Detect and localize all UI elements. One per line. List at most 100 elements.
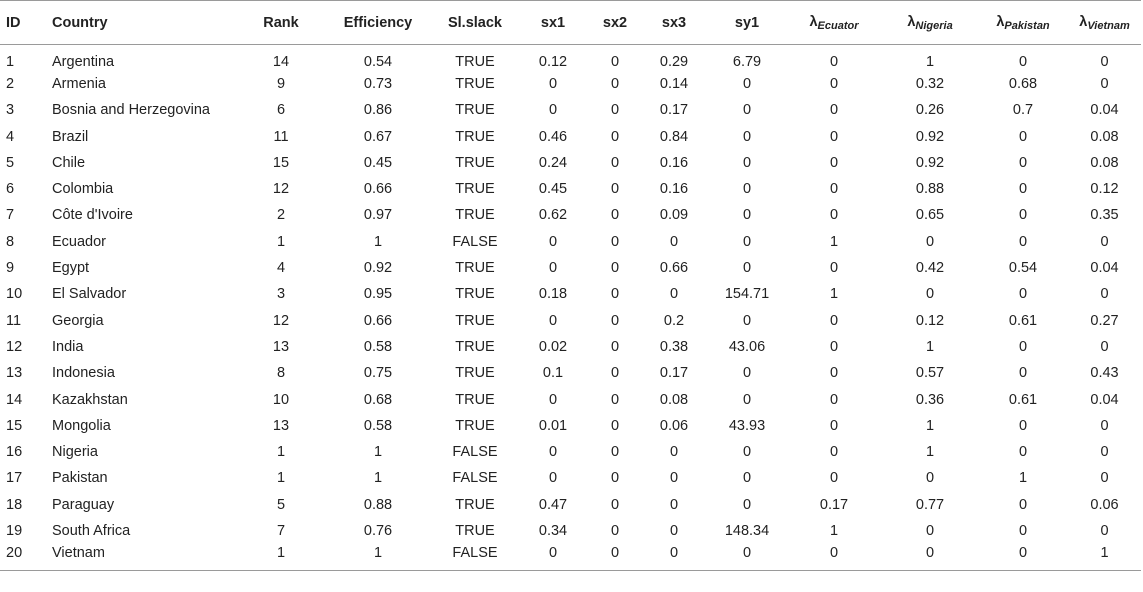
cell-id: 6 (6, 181, 15, 198)
cell-sx1: 0 (548, 102, 558, 119)
cell-l-pakistan: 0 (1018, 444, 1028, 461)
cell-l-vietnam: 0.12 (1090, 181, 1119, 198)
cell-sx2: 0 (610, 417, 620, 434)
cell-sy1: 0 (742, 102, 752, 119)
cell-sy1: 0 (742, 545, 752, 562)
table-body: 1 Argentina 14 0.54 TRUE 0.12 0 0.29 6.79 0 1 0 0 2 Ar… (0, 45, 1141, 571)
cell-sx1: 0 (548, 391, 558, 408)
cell-efficiency: 1 (373, 470, 383, 487)
cell-id: 7 (6, 207, 15, 224)
cell-l-pakistan: 0 (1018, 233, 1028, 250)
cell-l-pakistan: 0.54 (1008, 260, 1038, 277)
cell-rank: 15 (272, 154, 290, 171)
table-row: 8 Ecuador 1 1 FALSE 0 0 0 0 1 0 0 0 (0, 229, 1141, 255)
table-row: 13 Indonesia 8 0.75 TRUE 0.1 0 0.17 0 0 0.57 0 0.43 (0, 360, 1141, 386)
cell-slslack: FALSE (452, 444, 498, 461)
cell-slslack: FALSE (452, 545, 498, 562)
cell-l-nigeria: 0.88 (915, 181, 945, 198)
cell-sy1: 0 (742, 312, 752, 329)
cell-rank: 1 (276, 545, 286, 562)
header-row: ID Country Rank Efficiency Sl.slack sx1 … (0, 0, 1141, 45)
header-lambda-vietnam: λVietnam (1068, 0, 1141, 45)
cell-efficiency: 0.95 (363, 286, 393, 303)
cell-l-ecuator: 0 (829, 181, 839, 198)
cell-sx3: 0 (669, 545, 679, 562)
cell-country: Nigeria (52, 444, 98, 461)
cell-l-vietnam: 0 (1100, 286, 1109, 303)
header-sx2: sx2 (590, 0, 640, 45)
cell-l-ecuator: 0 (829, 260, 839, 277)
cell-sy1: 43.06 (728, 338, 766, 355)
cell-slslack: TRUE (455, 207, 495, 224)
cell-l-ecuator: 0 (829, 444, 839, 461)
cell-l-nigeria: 0.36 (915, 391, 945, 408)
cell-sx1: 0.34 (538, 522, 568, 539)
cell-efficiency: 0.88 (363, 496, 393, 513)
cell-sx1: 0 (548, 260, 558, 277)
cell-l-pakistan: 0 (1018, 417, 1028, 434)
cell-l-vietnam: 0 (1100, 470, 1109, 487)
cell-efficiency: 0.68 (363, 391, 393, 408)
cell-l-ecuator: 0 (829, 391, 839, 408)
cell-slslack: TRUE (455, 496, 495, 513)
cell-sx2: 0 (610, 545, 620, 562)
cell-sy1: 148.34 (724, 522, 770, 539)
cell-country: Côte d'Ivoire (52, 207, 133, 224)
cell-country: South Africa (52, 522, 131, 539)
cell-sx1: 0.18 (538, 286, 568, 303)
cell-slslack: TRUE (455, 338, 495, 355)
cell-sx1: 0 (548, 75, 558, 92)
cell-l-ecuator: 0 (829, 365, 839, 382)
cell-sx3: 0.16 (659, 181, 689, 198)
cell-id: 13 (6, 365, 23, 382)
cell-efficiency: 0.54 (363, 53, 393, 70)
cell-efficiency: 0.66 (363, 181, 393, 198)
cell-slslack: TRUE (455, 522, 495, 539)
cell-id: 8 (6, 233, 15, 250)
cell-l-vietnam: 0 (1100, 233, 1109, 250)
cell-l-pakistan: 1 (1018, 470, 1028, 487)
cell-sx3: 0.38 (659, 338, 689, 355)
cell-sx3: 0 (669, 522, 679, 539)
lambda-symbol: λ (996, 13, 1005, 30)
cell-l-ecuator: 0 (829, 75, 839, 92)
cell-slslack: TRUE (455, 75, 495, 92)
cell-l-pakistan: 0 (1018, 522, 1028, 539)
cell-rank: 13 (272, 417, 290, 434)
cell-l-pakistan: 0 (1018, 53, 1028, 70)
cell-l-vietnam: 0.35 (1090, 207, 1119, 224)
cell-l-nigeria: 0 (925, 470, 935, 487)
cell-efficiency: 0.76 (363, 522, 393, 539)
cell-id: 18 (6, 496, 23, 513)
cell-slslack: TRUE (455, 154, 495, 171)
table-row: 14 Kazakhstan 10 0.68 TRUE 0 0 0.08 0 0 0.36 0.61 0.… (0, 386, 1141, 412)
cell-sy1: 0 (742, 496, 752, 513)
cell-l-vietnam: 0 (1100, 444, 1109, 461)
cell-sx3: 0.17 (659, 365, 689, 382)
table-row: 11 Georgia 12 0.66 TRUE 0 0 0.2 0 0 0.12 0.61 0.27 (0, 307, 1141, 333)
cell-l-pakistan: 0 (1018, 286, 1028, 303)
cell-sx2: 0 (610, 181, 620, 198)
cell-l-ecuator: 0 (829, 545, 839, 562)
cell-l-vietnam: 0.43 (1090, 365, 1119, 382)
cell-efficiency: 0.58 (363, 338, 393, 355)
cell-l-ecuator: 0 (829, 207, 839, 224)
table-row: 4 Brazil 11 0.67 TRUE 0.46 0 0.84 0 0 0.92 0 0.08 (0, 123, 1141, 149)
cell-l-nigeria: 0.92 (915, 154, 945, 171)
cell-efficiency: 0.92 (363, 260, 393, 277)
cell-sx2: 0 (610, 522, 620, 539)
cell-sx1: 0 (548, 312, 558, 329)
cell-country: Armenia (52, 75, 106, 92)
cell-l-pakistan: 0 (1018, 365, 1028, 382)
cell-l-nigeria: 1 (925, 444, 935, 461)
cell-sx1: 0.24 (538, 154, 568, 171)
cell-id: 10 (6, 286, 23, 303)
cell-l-nigeria: 0.92 (915, 128, 945, 145)
header-sy1: sy1 (708, 0, 786, 45)
cell-id: 11 (6, 312, 22, 329)
cell-sx1: 0.01 (538, 417, 568, 434)
cell-country: Ecuador (52, 233, 107, 250)
table-row: 2 Armenia 9 0.73 TRUE 0 0 0.14 0 0 0.32 0.68 0 (0, 71, 1141, 97)
cell-country: Brazil (52, 128, 89, 145)
cell-l-vietnam: 1 (1100, 545, 1109, 562)
